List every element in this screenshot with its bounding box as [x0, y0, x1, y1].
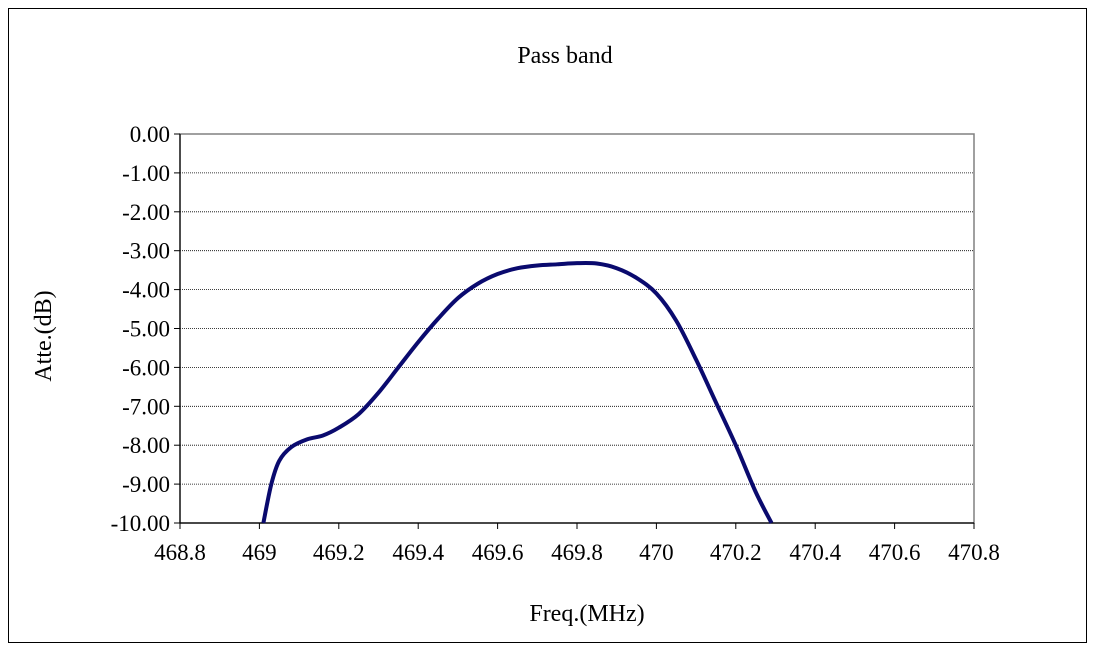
y-tick-label: -10.00 [111, 511, 170, 536]
chart-title: Pass band [517, 43, 612, 69]
chart-svg: Pass band Freq.(MHz) Atte.(dB) 0.00 -1.00… [31, 43, 1000, 627]
x-tick-label: 469.6 [472, 540, 524, 565]
x-tick-label: 469.8 [551, 540, 603, 565]
series-line-0 [261, 260, 774, 524]
chart-frame: Pass band Freq.(MHz) Atte.(dB) 0.00 -1.00… [8, 8, 1087, 643]
x-tick-label: 470.2 [710, 540, 762, 565]
y-axis-label: Atte.(dB) [31, 290, 57, 381]
x-tick-label: 469.2 [313, 540, 365, 565]
y-tick-label: -4.00 [122, 278, 170, 303]
x-tick-label: 469 [242, 540, 277, 565]
x-tick-label: 469.4 [392, 540, 444, 565]
gridlines [180, 172, 974, 485]
y-tick-label: -5.00 [122, 317, 170, 342]
x-tick-label: 470.4 [789, 540, 841, 565]
x-tick-label: 470.6 [869, 540, 921, 565]
x-axis-label: Freq.(MHz) [529, 601, 644, 627]
y-tick-label: -6.00 [122, 355, 170, 380]
y-tick-label: -9.00 [122, 472, 170, 497]
axes: 0.00 -1.00 -2.00 -3.00 -4.00 -5.00 -6.00 -7.00 -… [111, 122, 1000, 565]
series-layer [261, 260, 774, 524]
y-tick-label: -3.00 [122, 239, 170, 264]
x-tick-label: 468.8 [154, 540, 206, 565]
y-tick-label: 0.00 [130, 122, 170, 147]
y-tick-label: -2.00 [122, 200, 170, 225]
x-tick-label: 470.8 [948, 540, 1000, 565]
y-tick-label: -7.00 [122, 394, 170, 419]
y-tick-label: -8.00 [122, 433, 170, 458]
x-tick-label: 470 [639, 540, 674, 565]
y-tick-label: -1.00 [122, 161, 170, 186]
